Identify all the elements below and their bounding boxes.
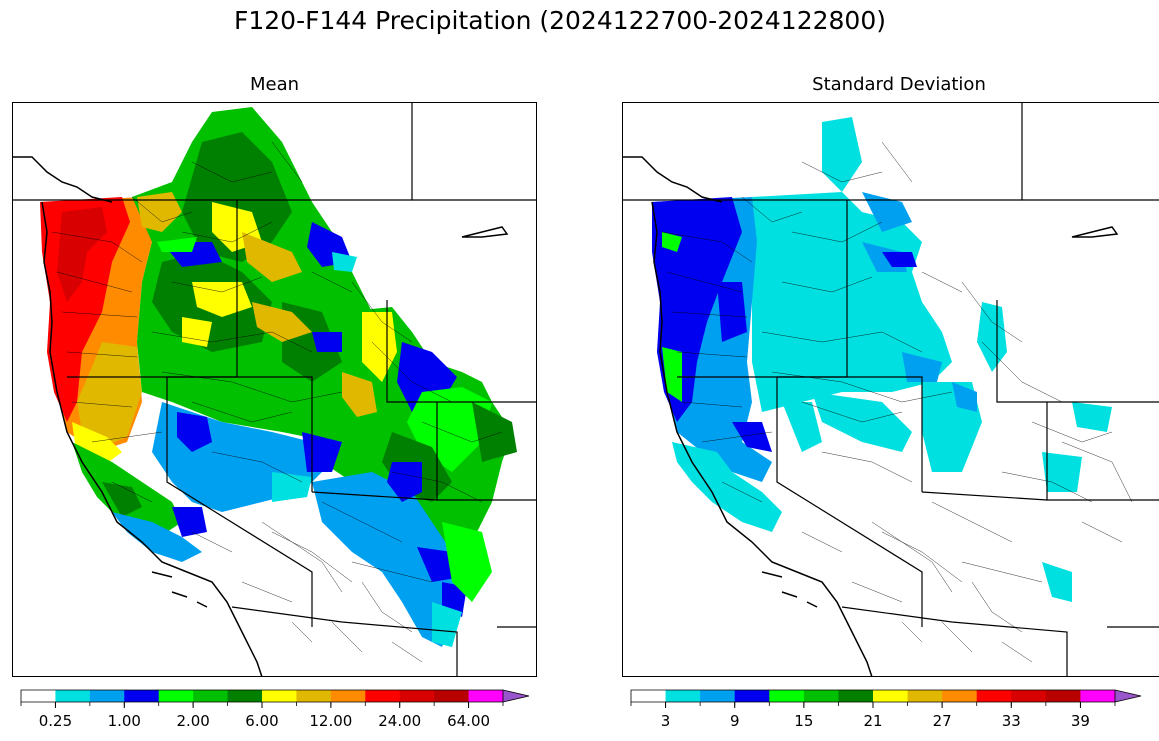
mean-colorbar-segment — [296, 690, 332, 702]
mean-colorbar-segment — [89, 690, 125, 702]
mean-colorbar: 0.25 1.00 2.00 6.00 12.00 24.00 64.00 — [20, 689, 530, 730]
mean-colorbar-segment — [21, 690, 56, 702]
mean-colorbar-tick-label: 1.00 — [108, 712, 141, 729]
std-basin-fills — [652, 117, 1112, 602]
std-colorbar-segment — [631, 690, 667, 702]
mean-colorbar-tick-label: 6.00 — [245, 712, 278, 729]
std-colorbar-tick-label: 9 — [730, 712, 740, 729]
mean-colorbar-segment — [399, 690, 435, 702]
figure-title: F120-F144 Precipitation (2024122700-2024… — [233, 6, 886, 35]
mean-colorbar-segment — [468, 690, 504, 702]
std-colorbar-segment — [700, 690, 736, 702]
std-colorbar-segment — [665, 690, 701, 702]
std-colorbar-segment — [803, 690, 839, 702]
mean-colorbar-tick-label: 12.00 — [309, 712, 352, 729]
std-colorbar-segment — [734, 690, 770, 702]
mean-panel-title: Mean — [249, 74, 300, 95]
std-colorbar-segment — [838, 690, 874, 702]
mean-colorbar-segment — [262, 690, 297, 702]
std-basin-outlines — [661, 141, 1133, 663]
std-colorbar-extend-arrow — [1114, 689, 1142, 703]
mean-colorbar-segment — [227, 690, 263, 702]
std-colorbar: 3 9 15 21 27 33 39 — [630, 689, 1142, 730]
std-coastline — [622, 156, 1119, 677]
mean-colorbar-segment — [158, 690, 194, 702]
std-colorbar-tick-label: 27 — [933, 712, 952, 729]
mean-colorbar-segment — [330, 690, 366, 702]
std-colorbar-tick-label: 21 — [863, 712, 882, 729]
mean-state-borders — [12, 102, 537, 677]
std-frame — [622, 102, 1159, 677]
std-colorbar-segment — [1080, 690, 1116, 702]
std-colorbar-segment — [942, 690, 978, 702]
std-colorbar-tick-label: 33 — [1002, 712, 1021, 729]
mean-frame — [12, 102, 537, 677]
mean-map — [12, 102, 537, 677]
std-colorbar-segment — [873, 690, 909, 702]
std-state-borders — [622, 102, 1159, 677]
std-colorbar-segment — [769, 690, 805, 702]
std-colorbar-segment — [1045, 690, 1081, 702]
mean-colorbar-tick-label: 2.00 — [176, 712, 209, 729]
std-map — [622, 102, 1159, 677]
mean-colorbar-tick-label: 0.25 — [39, 712, 72, 729]
mean-colorbar-tick-label: 64.00 — [447, 712, 490, 729]
mean-colorbar-segment — [55, 690, 91, 702]
std-colorbar-segment — [1011, 690, 1047, 702]
mean-colorbar-segment — [193, 690, 229, 702]
std-colorbar-tick-label: 3 — [661, 712, 671, 729]
std-panel-title: Standard Deviation — [812, 74, 986, 95]
std-colorbar-segment — [907, 690, 943, 702]
std-colorbar-tick-label: 39 — [1071, 712, 1090, 729]
mean-colorbar-extend-arrow — [502, 689, 530, 703]
mean-colorbar-segment — [124, 690, 160, 702]
mean-basin-fills — [40, 107, 517, 647]
mean-colorbar-segment — [434, 690, 470, 702]
mean-coastline — [12, 156, 509, 677]
std-colorbar-tick-label: 15 — [794, 712, 813, 729]
mean-basin-outlines — [51, 141, 503, 663]
mean-colorbar-segment — [365, 690, 401, 702]
std-colorbar-segment — [976, 690, 1012, 702]
mean-colorbar-tick-label: 24.00 — [378, 712, 421, 729]
